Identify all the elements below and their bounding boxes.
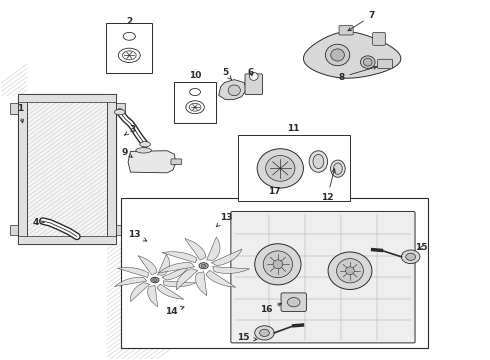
Polygon shape	[163, 281, 196, 287]
Bar	[107, 94, 116, 244]
Bar	[116, 225, 124, 235]
FancyBboxPatch shape	[231, 211, 415, 343]
Text: 14: 14	[165, 306, 184, 316]
Ellipse shape	[331, 49, 344, 61]
Text: 13: 13	[216, 213, 233, 227]
Polygon shape	[303, 32, 401, 78]
Ellipse shape	[313, 154, 324, 168]
Polygon shape	[176, 269, 198, 290]
Ellipse shape	[337, 258, 364, 283]
Text: 11: 11	[288, 125, 300, 134]
Bar	[27, 96, 107, 243]
Polygon shape	[207, 237, 220, 260]
FancyBboxPatch shape	[339, 26, 353, 35]
Text: 1: 1	[17, 104, 24, 123]
Ellipse shape	[228, 85, 241, 96]
Text: 5: 5	[222, 68, 231, 80]
Ellipse shape	[255, 244, 301, 285]
Text: 2: 2	[126, 17, 132, 26]
Ellipse shape	[189, 103, 201, 111]
Text: 4: 4	[32, 218, 44, 227]
Text: 16: 16	[260, 303, 281, 314]
Polygon shape	[162, 265, 189, 280]
Ellipse shape	[334, 163, 342, 174]
Ellipse shape	[136, 148, 151, 153]
Polygon shape	[147, 285, 158, 307]
Polygon shape	[158, 254, 170, 275]
Polygon shape	[157, 284, 184, 299]
Ellipse shape	[122, 51, 136, 60]
Ellipse shape	[361, 56, 375, 68]
Ellipse shape	[328, 252, 372, 289]
Bar	[238, 135, 350, 202]
Ellipse shape	[406, 253, 416, 260]
Ellipse shape	[345, 267, 354, 275]
Ellipse shape	[186, 101, 204, 114]
Bar	[19, 94, 116, 102]
Bar	[10, 225, 19, 235]
Text: 12: 12	[321, 169, 335, 202]
Polygon shape	[118, 267, 148, 278]
Polygon shape	[138, 256, 157, 275]
FancyBboxPatch shape	[377, 59, 392, 68]
Ellipse shape	[151, 277, 159, 283]
Polygon shape	[159, 262, 195, 273]
Polygon shape	[196, 272, 207, 296]
Polygon shape	[130, 283, 149, 302]
Bar	[19, 94, 27, 244]
Ellipse shape	[257, 149, 303, 188]
Text: 3: 3	[124, 126, 136, 135]
FancyBboxPatch shape	[281, 293, 306, 311]
Text: 9: 9	[122, 148, 132, 157]
Bar	[174, 82, 216, 123]
Ellipse shape	[288, 297, 300, 307]
Bar	[19, 237, 116, 244]
Ellipse shape	[364, 58, 372, 66]
Ellipse shape	[325, 44, 350, 66]
Ellipse shape	[123, 32, 135, 40]
Ellipse shape	[255, 326, 274, 340]
Text: 17: 17	[268, 187, 281, 196]
Bar	[10, 103, 19, 114]
Text: 13: 13	[128, 230, 147, 241]
Bar	[121, 198, 428, 348]
Ellipse shape	[260, 329, 270, 337]
Text: 10: 10	[189, 71, 201, 80]
Ellipse shape	[115, 109, 125, 115]
Ellipse shape	[273, 260, 283, 269]
Ellipse shape	[140, 141, 150, 147]
Bar	[19, 94, 116, 244]
Text: 6: 6	[248, 68, 254, 77]
Polygon shape	[128, 151, 176, 173]
Bar	[106, 23, 152, 73]
Ellipse shape	[201, 264, 206, 267]
Polygon shape	[212, 249, 242, 266]
Ellipse shape	[309, 151, 328, 172]
FancyBboxPatch shape	[171, 159, 182, 165]
FancyBboxPatch shape	[245, 74, 263, 95]
Ellipse shape	[401, 250, 420, 264]
Ellipse shape	[263, 251, 293, 278]
Text: 7: 7	[348, 11, 375, 31]
Text: 15: 15	[237, 333, 257, 342]
Polygon shape	[162, 252, 196, 263]
Polygon shape	[115, 277, 147, 287]
Text: 8: 8	[338, 66, 377, 82]
Ellipse shape	[199, 263, 208, 269]
Polygon shape	[206, 270, 236, 287]
Polygon shape	[213, 267, 249, 273]
Ellipse shape	[249, 72, 258, 80]
FancyBboxPatch shape	[373, 32, 385, 45]
Ellipse shape	[153, 279, 157, 282]
Polygon shape	[219, 80, 246, 100]
Ellipse shape	[266, 156, 295, 181]
Ellipse shape	[331, 160, 345, 177]
Ellipse shape	[118, 48, 140, 63]
Polygon shape	[185, 238, 206, 260]
Text: 15: 15	[415, 243, 428, 252]
Bar	[116, 103, 124, 114]
Ellipse shape	[190, 89, 200, 96]
